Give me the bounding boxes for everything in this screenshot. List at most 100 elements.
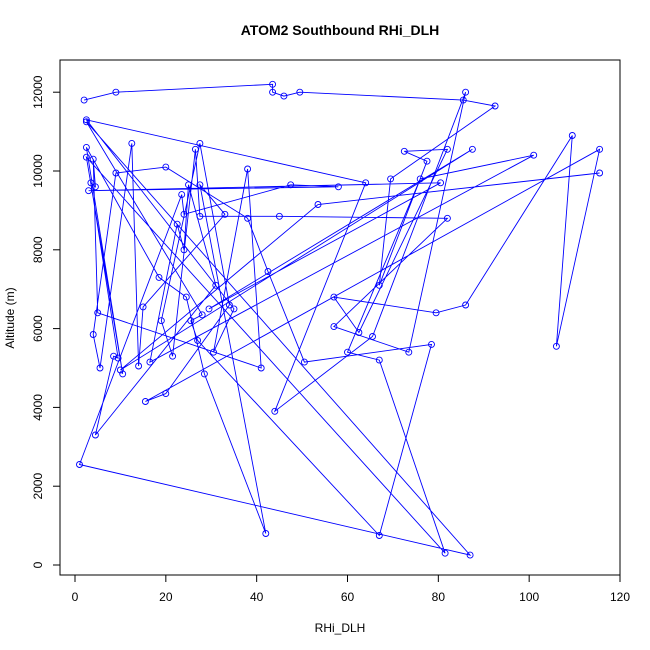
y-tick-label: 8000	[31, 236, 45, 263]
data-point-54	[416, 175, 424, 183]
data-point-11	[400, 147, 408, 155]
data-point-25	[169, 352, 177, 360]
data-point-41	[94, 309, 102, 317]
data-point-5	[296, 88, 304, 96]
data-point-47	[91, 431, 99, 439]
data-point-94	[314, 201, 322, 208]
data-point-76	[300, 358, 308, 366]
x-tick-label: 100	[519, 590, 539, 604]
y-axis-label: Altitude (m)	[3, 287, 17, 348]
y-tick-label: 10000	[31, 154, 45, 188]
chart-title: ATOM2 Southbound RHi_DLH	[241, 22, 440, 38]
data-point-65	[196, 181, 204, 189]
data-point-61	[155, 273, 163, 281]
x-tick-label: 120	[610, 590, 630, 604]
data-point-22	[225, 301, 233, 309]
data-point-29	[443, 214, 451, 222]
data-point-12	[443, 145, 451, 153]
y-tick-label: 6000	[31, 315, 45, 342]
data-point-58	[82, 153, 90, 161]
data-point-24	[157, 317, 165, 325]
data-point-40	[257, 364, 265, 372]
data-point-78	[375, 532, 383, 539]
data-point-23	[196, 139, 204, 147]
data-point-91	[205, 305, 213, 313]
data-point-77	[428, 340, 435, 348]
data-point-70	[96, 364, 104, 372]
data-point-89	[85, 187, 93, 195]
data-point-14	[330, 293, 338, 301]
data-point-87	[287, 181, 295, 189]
data-point-26	[191, 145, 199, 153]
data-point-90	[437, 179, 445, 187]
data-point-63	[200, 370, 208, 378]
data-point-21	[162, 390, 170, 398]
data-point-95	[596, 169, 604, 177]
data-point-59	[119, 370, 127, 378]
series-0-line	[78, 83, 601, 556]
data-point-74	[244, 214, 252, 222]
y-tick-label: 0	[31, 561, 45, 568]
data-point-42	[89, 155, 97, 163]
data-point-19	[596, 145, 604, 153]
data-point-38	[210, 348, 217, 356]
x-tick-label: 20	[159, 590, 173, 604]
data-point-57	[441, 549, 449, 557]
data-point-10	[423, 157, 431, 165]
data-point-81	[198, 311, 206, 319]
series-points	[76, 80, 604, 559]
data-point-18	[552, 342, 560, 350]
data-point-2	[269, 80, 277, 88]
x-tick-label: 0	[72, 590, 79, 604]
data-point-83	[466, 551, 474, 559]
data-point-9	[375, 281, 383, 289]
data-point-56	[375, 356, 383, 364]
data-point-0	[80, 96, 88, 104]
plot-frame	[59, 59, 621, 576]
data-point-82	[82, 118, 90, 126]
data-point-20	[141, 398, 149, 405]
data-point-45	[114, 354, 122, 362]
data-point-85	[178, 191, 186, 199]
data-point-4	[280, 92, 288, 100]
data-point-64	[262, 530, 270, 537]
data-point-33	[369, 333, 376, 340]
data-point-28	[275, 212, 283, 220]
y-axis: 0 2000 4000 6000 8000 10000 12000	[31, 75, 61, 568]
data-point-92	[468, 145, 476, 153]
x-axis: 0 20 40 60 80 100 120	[72, 574, 630, 604]
data-point-46	[110, 352, 118, 360]
data-point-44	[87, 179, 95, 187]
data-point-80	[187, 317, 195, 325]
data-point-75	[264, 268, 272, 275]
data-point-1	[112, 88, 120, 96]
data-point-7	[491, 102, 499, 110]
data-point-30	[330, 323, 338, 331]
y-tick-label: 2000	[31, 473, 45, 500]
data-point-35	[362, 179, 370, 187]
data-point-43	[91, 183, 99, 191]
data-point-68	[135, 362, 143, 370]
data-point-79	[194, 336, 202, 344]
series-line	[78, 83, 601, 556]
data-point-73	[162, 163, 170, 171]
data-point-15	[432, 309, 440, 317]
data-point-86	[180, 210, 188, 218]
x-tick-label: 40	[250, 590, 264, 604]
data-point-71	[89, 331, 97, 338]
data-point-48	[212, 281, 220, 289]
data-point-50	[180, 246, 188, 254]
x-tick-label: 80	[432, 590, 446, 604]
data-point-13	[355, 329, 363, 336]
data-point-32	[462, 88, 470, 96]
x-tick-label: 60	[341, 590, 355, 604]
data-point-72	[112, 169, 120, 177]
data-point-31	[405, 348, 413, 356]
data-point-51	[173, 220, 181, 228]
data-point-93	[116, 366, 124, 374]
y-tick-label: 4000	[31, 394, 45, 421]
data-point-55	[344, 348, 351, 356]
data-point-37	[230, 305, 238, 313]
data-point-27	[196, 212, 204, 220]
